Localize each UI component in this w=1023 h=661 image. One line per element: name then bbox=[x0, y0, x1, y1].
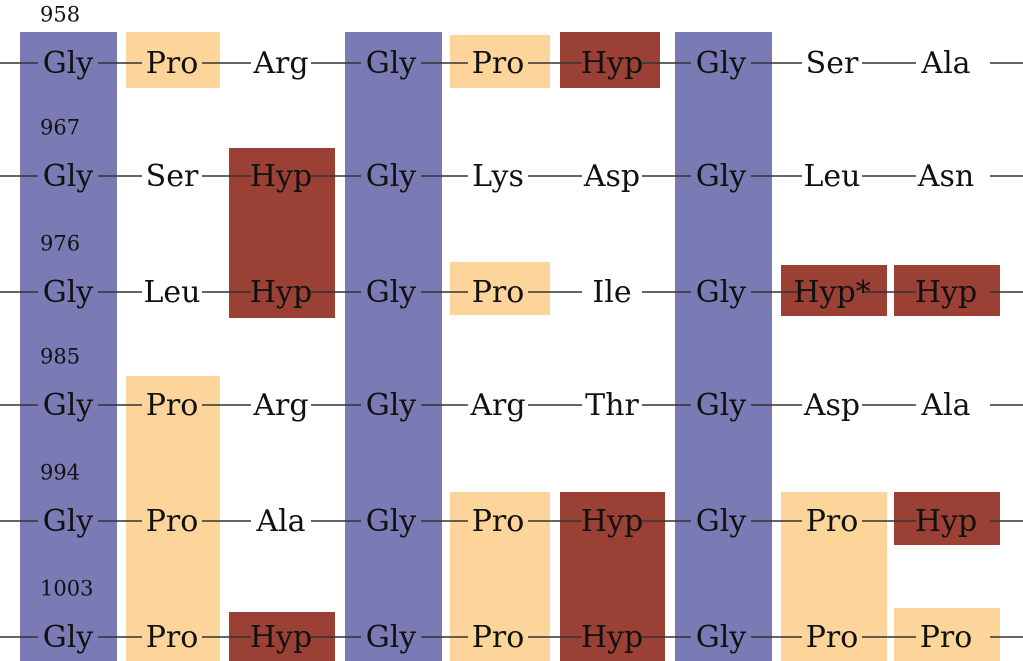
highlight-boxes bbox=[20, 32, 1000, 661]
residue: Hyp bbox=[581, 46, 643, 81]
residue: Asp bbox=[583, 159, 640, 194]
residue: Gly bbox=[366, 388, 417, 423]
residue: Pro bbox=[146, 46, 199, 81]
residue-number: 1003 bbox=[40, 577, 93, 601]
pro-box bbox=[450, 262, 550, 315]
hyp-box bbox=[560, 492, 665, 661]
residue: Hyp bbox=[581, 504, 643, 539]
residue: Asn bbox=[917, 159, 974, 194]
residue: Pro bbox=[472, 275, 525, 310]
residue: Gly bbox=[43, 504, 94, 539]
residue: Gly bbox=[366, 275, 417, 310]
residue: Pro bbox=[472, 504, 525, 539]
residue: Pro bbox=[472, 46, 525, 81]
residue: Gly bbox=[696, 275, 747, 310]
residue: Gly bbox=[43, 46, 94, 81]
rows: 958 Gly Pro Arg Gly Pro Hyp Gly Ser Ala 967 Gly Ser H… bbox=[0, 3, 1023, 655]
residue: Pro bbox=[146, 388, 199, 423]
residue: Hyp bbox=[915, 275, 977, 310]
residue: Gly bbox=[43, 620, 94, 655]
residue: Ser bbox=[146, 159, 199, 194]
residue: Ser bbox=[806, 46, 859, 81]
hyp-box bbox=[560, 32, 660, 88]
residue: Hyp bbox=[915, 504, 977, 539]
pro-box bbox=[126, 32, 220, 88]
residue: Thr bbox=[585, 388, 639, 423]
residue: Gly bbox=[366, 504, 417, 539]
residue: Pro bbox=[472, 620, 525, 655]
residue: Hyp bbox=[250, 159, 312, 194]
residue: Gly bbox=[366, 620, 417, 655]
residue: Gly bbox=[43, 159, 94, 194]
residue-number: 994 bbox=[40, 461, 80, 485]
residue: Hyp bbox=[250, 620, 312, 655]
residue: Gly bbox=[43, 275, 94, 310]
gly-column bbox=[20, 32, 117, 661]
residue-number: 967 bbox=[40, 116, 80, 140]
pro-box bbox=[894, 608, 1000, 661]
residue: Leu bbox=[144, 275, 201, 310]
pro-box bbox=[450, 492, 550, 661]
residue-number: 958 bbox=[40, 3, 80, 27]
residue: Gly bbox=[696, 504, 747, 539]
gly-column bbox=[345, 32, 442, 661]
residue: Hyp bbox=[250, 275, 312, 310]
residue: Ala bbox=[920, 46, 970, 81]
residue: Ala bbox=[920, 388, 970, 423]
residue: Pro bbox=[920, 620, 973, 655]
residue: Pro bbox=[806, 504, 859, 539]
residue: Hyp bbox=[581, 620, 643, 655]
pro-box bbox=[450, 35, 550, 88]
residue: Arg bbox=[252, 46, 308, 81]
residue: Pro bbox=[806, 620, 859, 655]
residue: Gly bbox=[366, 46, 417, 81]
hyp-box bbox=[781, 265, 887, 316]
gly-column bbox=[675, 32, 772, 661]
residue: Gly bbox=[43, 388, 94, 423]
residue: Gly bbox=[696, 620, 747, 655]
residue: Lys bbox=[472, 159, 524, 194]
residue: Hyp* bbox=[793, 275, 870, 310]
pro-box bbox=[126, 376, 220, 661]
residue-number: 985 bbox=[40, 345, 80, 369]
residue: Gly bbox=[696, 159, 747, 194]
pro-box bbox=[781, 492, 887, 661]
residue: Asp bbox=[803, 388, 860, 423]
residue: Gly bbox=[696, 46, 747, 81]
hyp-box bbox=[894, 492, 1000, 545]
residue: Arg bbox=[252, 388, 308, 423]
hyp-box bbox=[894, 265, 1000, 316]
residue: Ile bbox=[592, 275, 631, 310]
residue: Pro bbox=[146, 504, 199, 539]
residue: Leu bbox=[804, 159, 861, 194]
residue: Gly bbox=[696, 388, 747, 423]
residue: Ala bbox=[255, 504, 305, 539]
residue: Arg bbox=[469, 388, 525, 423]
residue: Pro bbox=[146, 620, 199, 655]
residue: Gly bbox=[366, 159, 417, 194]
residue-number: 976 bbox=[40, 232, 80, 256]
